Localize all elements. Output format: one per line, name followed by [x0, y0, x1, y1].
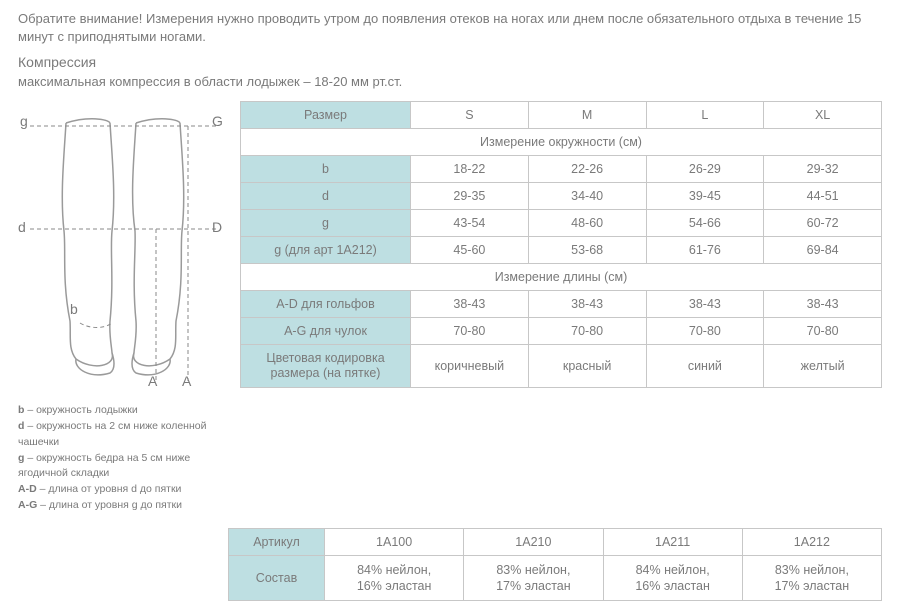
table-cell: Состав [229, 555, 325, 601]
table-cell: Измерение окружности (см) [241, 129, 882, 156]
diagram-label-g-up: G [212, 113, 223, 129]
table-cell: A-D для гольфов [241, 291, 411, 318]
table-cell: коричневый [411, 345, 529, 388]
table-cell: 39-45 [646, 183, 764, 210]
compression-title: Компрессия [18, 54, 882, 70]
table-cell: 43-54 [411, 210, 529, 237]
table-row: Цветовая кодировка размера (на пятке)кор… [241, 345, 882, 388]
table-cell: 29-35 [411, 183, 529, 210]
article-table: Артикул1А1001А2101А2111А212Состав84% ней… [228, 528, 882, 601]
table-cell: 83% нейлон,17% эластан [464, 555, 603, 601]
table-section-row: Измерение окружности (см) [241, 129, 882, 156]
table-cell: 38-43 [528, 291, 646, 318]
table-cell: 18-22 [411, 156, 529, 183]
legend: b – окружность лодыжкиd – окружность на … [18, 403, 228, 513]
diagram-column: g G d D b A A b – окружность лодыжкиd – … [18, 101, 228, 513]
table-cell: 70-80 [646, 318, 764, 345]
table-cell: 70-80 [528, 318, 646, 345]
table-cell: d [241, 183, 411, 210]
leg-diagram: g G d D b A A [18, 101, 228, 389]
table-cell: 70-80 [411, 318, 529, 345]
table-cell: A-G для чулок [241, 318, 411, 345]
table-cell: 34-40 [528, 183, 646, 210]
main-row: g G d D b A A b – окружность лодыжкиd – … [18, 101, 882, 513]
legend-line: A-G – длина от уровня g до пятки [18, 498, 228, 514]
table-cell: Размер [241, 102, 411, 129]
table-cell: Цветовая кодировка размера (на пятке) [241, 345, 411, 388]
table-cell: XL [764, 102, 882, 129]
table-cell: 70-80 [764, 318, 882, 345]
table-cell: 83% нейлон,17% эластан [742, 555, 881, 601]
table-cell: 44-51 [764, 183, 882, 210]
intro-text: Обратите внимание! Измерения нужно прово… [18, 10, 882, 46]
table-cell: красный [528, 345, 646, 388]
table-cell: 45-60 [411, 237, 529, 264]
table-cell: 1А212 [742, 528, 881, 555]
legend-line: b – окружность лодыжки [18, 403, 228, 419]
table-cell: 69-84 [764, 237, 882, 264]
table-cell: 38-43 [764, 291, 882, 318]
diagram-label-d-up: D [212, 219, 222, 235]
table-cell: желтый [764, 345, 882, 388]
table-cell: 60-72 [764, 210, 882, 237]
table-row: g43-5448-6054-6660-72 [241, 210, 882, 237]
table-section-row: Измерение длины (см) [241, 264, 882, 291]
table-row: РазмерSMLXL [241, 102, 882, 129]
table-cell: 53-68 [528, 237, 646, 264]
size-table: РазмерSMLXLИзмерение окружности (см)b18-… [240, 101, 882, 388]
table-cell: Артикул [229, 528, 325, 555]
table-cell: 26-29 [646, 156, 764, 183]
table-cell: 48-60 [528, 210, 646, 237]
table-cell: L [646, 102, 764, 129]
table-cell: 61-76 [646, 237, 764, 264]
table-cell: 1А100 [325, 528, 464, 555]
table-cell: 84% нейлон,16% эластан [325, 555, 464, 601]
table-cell: b [241, 156, 411, 183]
table-cell: 38-43 [646, 291, 764, 318]
table-row: Артикул1А1001А2101А2111А212 [229, 528, 882, 555]
table-cell: g [241, 210, 411, 237]
table-cell: 84% нейлон,16% эластан [603, 555, 742, 601]
table-cell: M [528, 102, 646, 129]
table-cell: Измерение длины (см) [241, 264, 882, 291]
table-cell: 22-26 [528, 156, 646, 183]
table-row: A-G для чулок70-8070-8070-8070-80 [241, 318, 882, 345]
diagram-label-a2: A [182, 373, 191, 389]
compression-subtitle: максимальная компрессия в области лодыже… [18, 74, 882, 89]
table-row: Состав84% нейлон,16% эластан83% нейлон,1… [229, 555, 882, 601]
table-cell: 1А211 [603, 528, 742, 555]
table-cell: 29-32 [764, 156, 882, 183]
legend-line: A-D – длина от уровня d до пятки [18, 482, 228, 498]
diagram-label-d-low: d [18, 219, 26, 235]
tables-column: РазмерSMLXLИзмерение окружности (см)b18-… [240, 101, 882, 513]
legend-line: d – окружность на 2 см ниже коленной чаш… [18, 419, 228, 451]
table-cell: 38-43 [411, 291, 529, 318]
diagram-label-a1: A [148, 373, 157, 389]
table-cell: 54-66 [646, 210, 764, 237]
diagram-label-g-low: g [20, 113, 28, 129]
table-row: g (для арт 1А212)45-6053-6861-7669-84 [241, 237, 882, 264]
legend-line: g – окружность бедра на 5 см ниже ягодич… [18, 451, 228, 483]
table-cell: S [411, 102, 529, 129]
diagram-label-b: b [70, 301, 78, 317]
table-row: d29-3534-4039-4544-51 [241, 183, 882, 210]
table-row: b18-2222-2626-2929-32 [241, 156, 882, 183]
table-cell: синий [646, 345, 764, 388]
table-cell: 1А210 [464, 528, 603, 555]
table-row: A-D для гольфов38-4338-4338-4338-43 [241, 291, 882, 318]
table-cell: g (для арт 1А212) [241, 237, 411, 264]
